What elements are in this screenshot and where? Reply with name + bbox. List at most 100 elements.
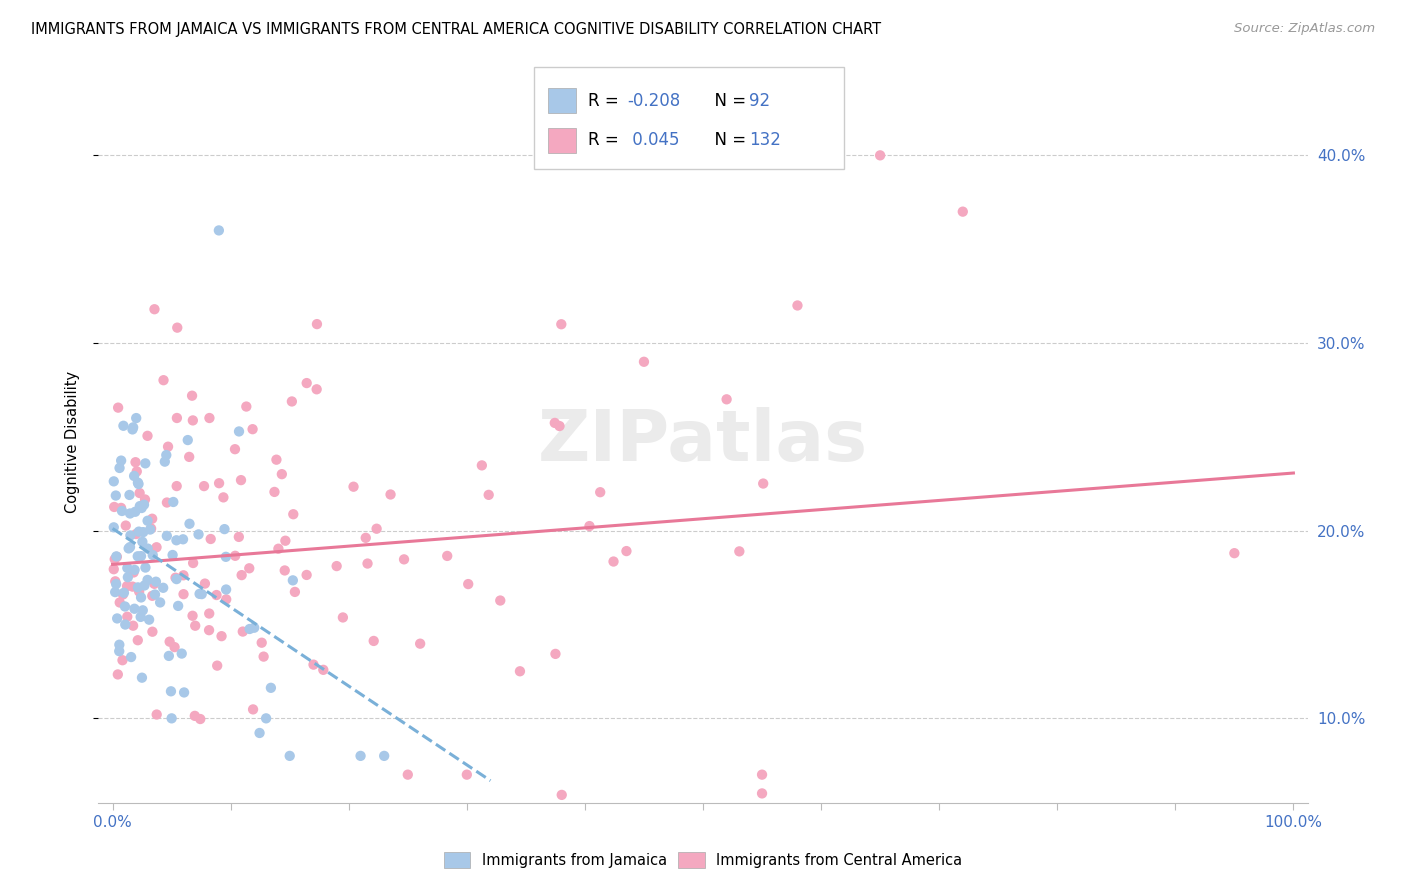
Point: [136, 541, 159, 556]
Point: [325, 559, 347, 574]
Point: [181, 556, 204, 570]
Point: [295, 376, 318, 390]
Point: [181, 413, 204, 427]
Point: [110, 500, 132, 515]
Point: [238, 805, 260, 820]
Point: [112, 586, 135, 600]
Text: R =: R =: [588, 92, 624, 110]
Point: [179, 516, 201, 531]
Point: [215, 582, 238, 597]
Text: 0.045: 0.045: [627, 131, 679, 149]
Point: [409, 637, 432, 651]
Point: [103, 500, 125, 514]
Point: [122, 420, 145, 434]
Point: [188, 587, 211, 601]
Point: [166, 479, 188, 493]
Point: [284, 585, 307, 599]
Point: [111, 504, 134, 518]
Point: [363, 634, 385, 648]
Point: [181, 608, 204, 623]
Point: [198, 411, 221, 425]
Point: [103, 520, 125, 534]
Point: [108, 461, 131, 475]
Point: [184, 618, 207, 632]
Point: [366, 522, 388, 536]
Point: [127, 633, 149, 648]
Point: [156, 495, 179, 509]
Point: [457, 577, 479, 591]
Point: [121, 580, 143, 594]
Point: [145, 541, 167, 555]
Point: [110, 453, 132, 467]
Point: [198, 623, 221, 637]
Point: [212, 491, 235, 505]
Point: [373, 748, 395, 763]
Point: [266, 452, 288, 467]
Point: [578, 519, 600, 533]
Point: [302, 657, 325, 672]
Point: [239, 622, 262, 636]
Point: [598, 805, 620, 820]
Point: [952, 204, 974, 219]
Point: [243, 621, 266, 635]
Point: [260, 681, 283, 695]
Point: [253, 649, 276, 664]
Point: [751, 786, 773, 800]
Point: [117, 609, 139, 624]
Point: [295, 568, 318, 582]
Point: [456, 767, 478, 781]
Point: [263, 484, 285, 499]
Point: [125, 411, 148, 425]
Point: [127, 549, 149, 564]
Point: [232, 624, 254, 639]
Text: N =: N =: [704, 131, 752, 149]
Point: [188, 712, 211, 726]
Point: [242, 702, 264, 716]
Point: [152, 373, 174, 387]
Point: [108, 644, 131, 658]
Point: [163, 640, 186, 654]
Point: [118, 488, 141, 502]
Text: IMMIGRANTS FROM JAMAICA VS IMMIGRANTS FROM CENTRAL AMERICA COGNITIVE DISABILITY : IMMIGRANTS FROM JAMAICA VS IMMIGRANTS FR…: [31, 22, 882, 37]
Point: [108, 595, 131, 609]
Point: [134, 578, 156, 592]
Point: [356, 557, 378, 571]
Point: [215, 549, 238, 564]
Point: [250, 636, 273, 650]
Text: -0.208: -0.208: [627, 92, 681, 110]
Point: [166, 411, 188, 425]
Point: [107, 667, 129, 681]
Point: [122, 566, 145, 580]
Point: [551, 788, 574, 802]
Point: [136, 429, 159, 443]
Point: [194, 576, 217, 591]
Point: [143, 577, 166, 591]
Point: [156, 529, 179, 543]
Point: [392, 552, 415, 566]
Point: [544, 647, 567, 661]
Point: [728, 544, 751, 558]
Point: [228, 425, 250, 439]
Point: [283, 507, 305, 521]
Point: [337, 805, 360, 820]
Point: [141, 512, 163, 526]
Point: [242, 422, 264, 436]
Point: [128, 486, 150, 500]
Point: [159, 634, 181, 648]
Point: [153, 455, 176, 469]
Text: Source: ZipAtlas.com: Source: ZipAtlas.com: [1234, 22, 1375, 36]
Point: [869, 148, 891, 162]
Point: [436, 549, 458, 563]
Point: [129, 591, 152, 605]
Point: [104, 489, 127, 503]
Point: [124, 455, 146, 469]
Point: [172, 568, 194, 582]
Point: [281, 574, 304, 588]
Point: [305, 317, 328, 331]
Point: [179, 450, 201, 464]
Point: [278, 748, 301, 763]
Point: [229, 473, 252, 487]
Point: [128, 499, 150, 513]
Point: [114, 617, 136, 632]
Point: [193, 479, 215, 493]
